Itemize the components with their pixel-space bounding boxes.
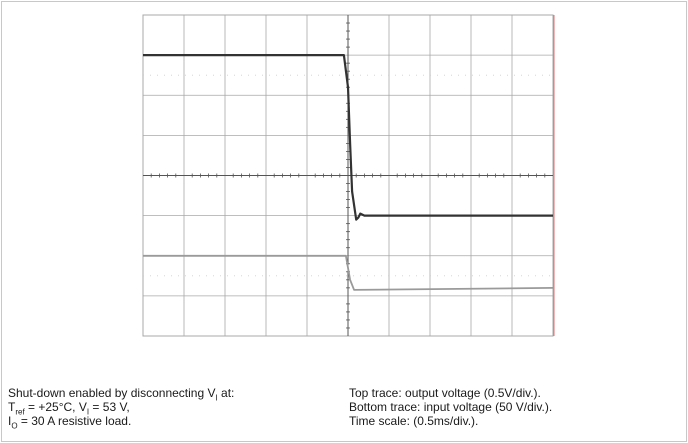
caption-bottom-trace: Bottom trace: input voltage (50 V/div.). xyxy=(349,400,553,414)
traces xyxy=(143,54,554,291)
caption-time-scale: Time scale: (0.5ms/div.). xyxy=(349,414,479,428)
caption-line-1: Shut-down enabled by disconnecting VI at… xyxy=(8,386,235,403)
output-voltage-trace xyxy=(143,54,553,221)
caption-traces: Top trace: output voltage (0.5V/div.). B… xyxy=(349,386,552,428)
caption-line-2: Tref = +25°C, VI = 53 V, xyxy=(8,400,130,417)
oscilloscope-plot xyxy=(142,14,555,337)
caption-line-3: IO = 30 A resistive load. xyxy=(8,414,132,431)
caption-conditions: Shut-down enabled by disconnecting VI at… xyxy=(8,386,235,431)
caption-top-trace: Top trace: output voltage (0.5V/div.). xyxy=(349,386,541,400)
input-voltage-trace xyxy=(143,254,554,291)
